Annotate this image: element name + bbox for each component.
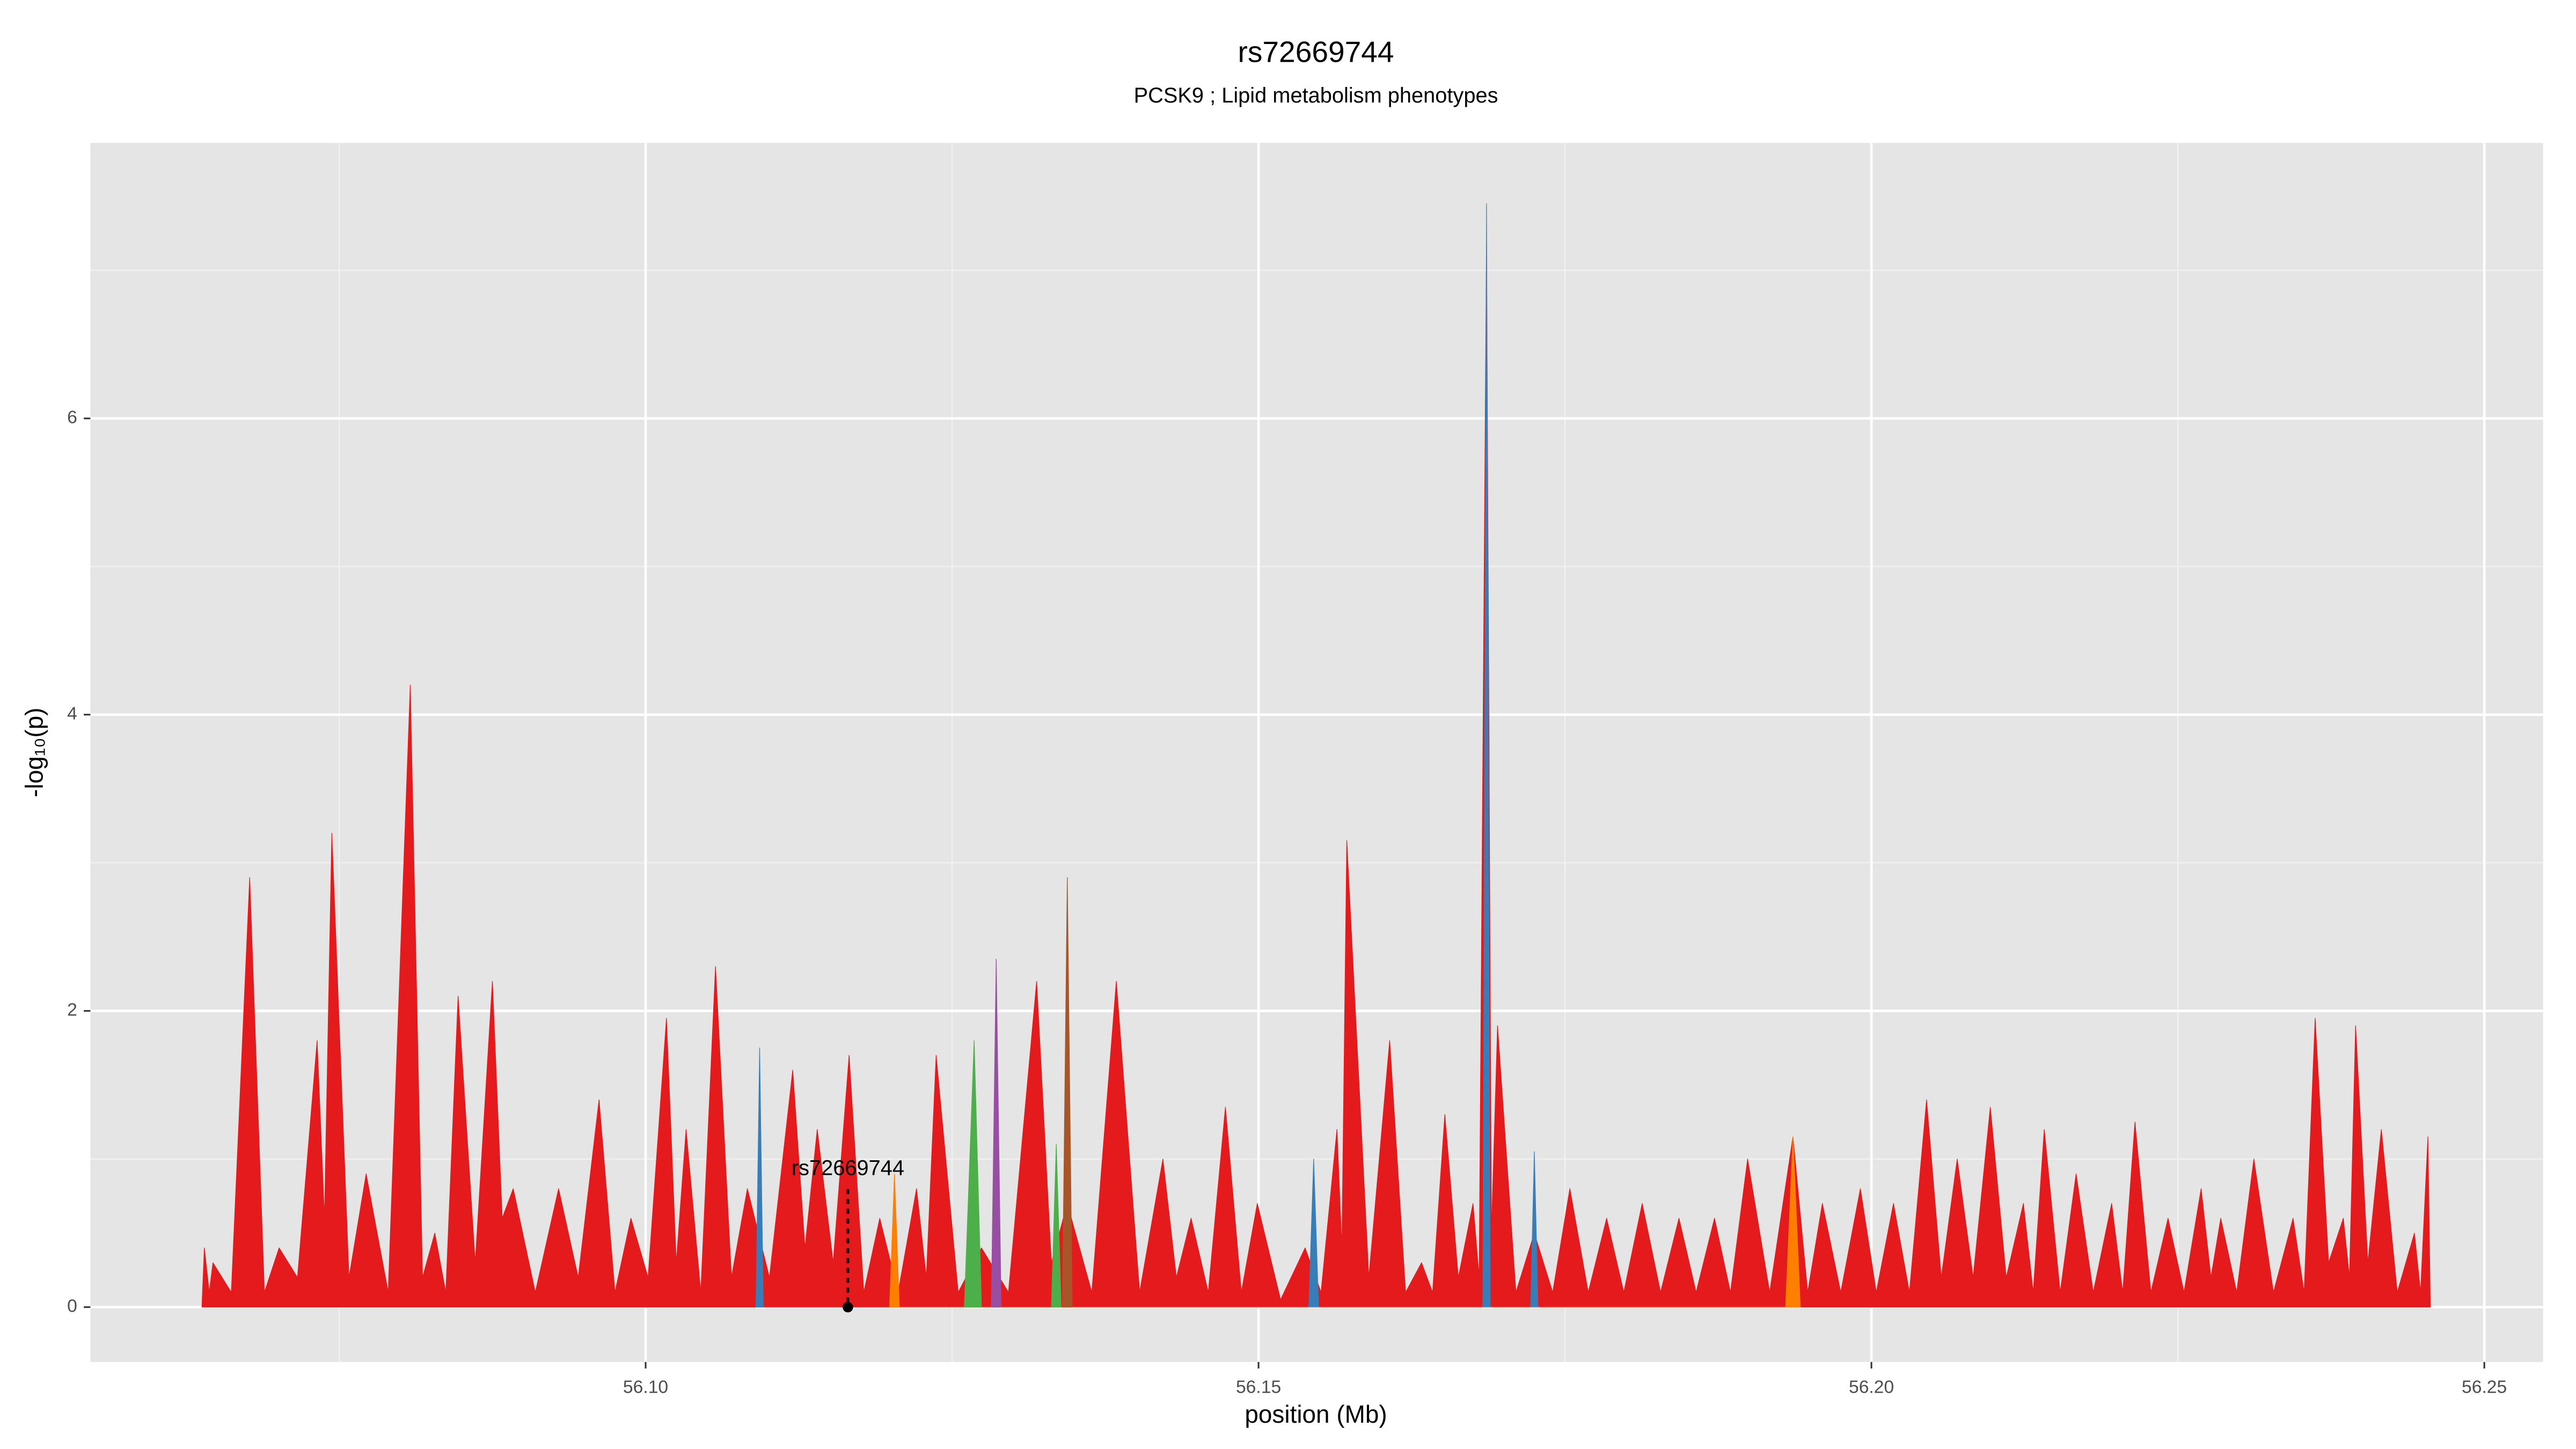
axes: 56.10 56.15 56.20 56.25 0 2 4 6 — [67, 408, 2507, 1397]
annotation-point — [843, 1301, 853, 1313]
y-tick-label: 6 — [67, 408, 77, 428]
chart-title: rs72669744 — [1238, 35, 1394, 69]
x-axis-label: position (Mb) — [1245, 1400, 1387, 1428]
area — [201, 240, 2431, 1308]
marks: rs72669744 — [201, 203, 2431, 1313]
chart-subtitle: PCSK9 ; Lipid metabolism phenotypes — [1134, 84, 1498, 107]
area — [889, 1136, 1801, 1308]
x-tick-label: 56.25 — [2462, 1378, 2507, 1397]
y-tick-label: 0 — [67, 1297, 77, 1316]
annotation-label: rs72669744 — [792, 1156, 904, 1180]
area — [1062, 877, 1073, 1308]
x-tick-label: 56.10 — [623, 1378, 668, 1397]
y-axis-label: -log₁₀(p) — [20, 707, 48, 797]
y-tick-label: 4 — [67, 704, 77, 724]
area — [964, 1040, 1062, 1308]
area — [991, 958, 1002, 1308]
y-tick-label: 2 — [67, 1000, 77, 1020]
x-tick-label: 56.20 — [1849, 1378, 1894, 1397]
grid — [90, 143, 2543, 1362]
x-tick-label: 56.15 — [1236, 1378, 1281, 1397]
